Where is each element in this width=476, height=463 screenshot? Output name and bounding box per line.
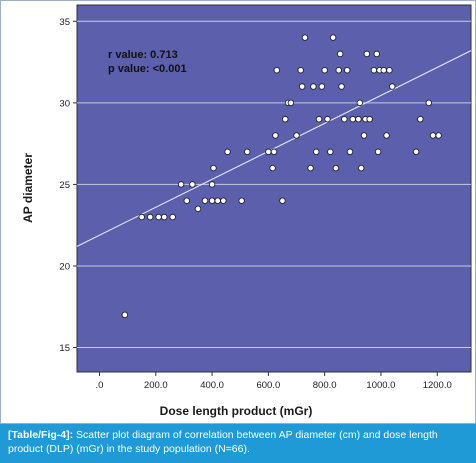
- data-point: [273, 66, 281, 74]
- data-point: [177, 181, 185, 188]
- data-point: [341, 115, 348, 123]
- data-point: [293, 132, 300, 139]
- data-point: [214, 197, 221, 204]
- data-point: [279, 197, 286, 204]
- data-point: [160, 213, 168, 221]
- data-point: [194, 205, 202, 213]
- data-point: [336, 50, 344, 58]
- data-point: [429, 132, 437, 139]
- data-point: [208, 181, 216, 188]
- x-tick-label: 400.0: [200, 380, 224, 391]
- x-tick-label: 600.0: [256, 380, 280, 391]
- gridlines: [77, 20, 471, 349]
- data-point: [374, 148, 382, 156]
- y-tick-label: 35: [59, 17, 70, 28]
- x-tick-label: .0: [96, 380, 104, 391]
- data-point: [220, 197, 227, 204]
- data-point: [356, 99, 364, 107]
- data-point: [425, 99, 433, 107]
- data-point: [386, 66, 393, 74]
- y-tick-label: 25: [59, 180, 70, 191]
- data-point: [380, 66, 388, 74]
- data-point: [327, 148, 334, 156]
- x-tick-label: 1200.0: [423, 380, 452, 391]
- y-axis-ticks: 15 20 25 30 35: [59, 17, 77, 354]
- data-point: [210, 164, 217, 172]
- data-point: [208, 197, 216, 204]
- data-point: [373, 50, 380, 58]
- regression-line: [76, 50, 472, 247]
- data-point: [183, 197, 191, 204]
- data-point: [383, 132, 390, 139]
- figure-caption: [Table/Fig-4]: Scatter plot diagram of c…: [0, 424, 476, 463]
- data-point: [318, 83, 326, 90]
- data-point: [321, 66, 328, 74]
- data-point: [138, 213, 145, 221]
- x-tick-label: 200.0: [144, 380, 168, 391]
- data-point: [272, 132, 279, 139]
- data-point: [155, 213, 162, 221]
- x-axis-ticks: .0 200.0 400.0 600.0 800.0 1000.0 1200.0: [96, 372, 452, 391]
- data-point: [349, 115, 357, 123]
- x-axis-label: Dose length product (mGr): [160, 404, 313, 418]
- fit-line-group: [76, 50, 472, 247]
- data-points: [121, 34, 442, 319]
- data-point: [366, 115, 373, 123]
- data-point: [338, 83, 345, 90]
- data-point: [282, 115, 289, 123]
- data-point: [329, 34, 337, 41]
- data-point: [301, 34, 309, 41]
- caption-label: [Table/Fig-4]:: [8, 429, 74, 441]
- x-tick-label: 1000.0: [366, 380, 395, 391]
- data-point: [335, 66, 342, 74]
- data-point: [360, 132, 368, 139]
- data-point: [169, 213, 176, 221]
- y-tick-label: 15: [59, 343, 70, 354]
- data-point: [270, 148, 278, 156]
- plot-area: [76, 4, 472, 373]
- y-axis-label: AP diameter: [21, 153, 35, 223]
- caption-text: Scatter plot diagram of correlation betw…: [8, 429, 438, 455]
- y-tick-label: 20: [59, 261, 70, 272]
- data-point: [312, 148, 320, 156]
- data-point: [357, 164, 365, 172]
- y-tick-label: 30: [59, 98, 70, 109]
- data-point: [201, 197, 209, 204]
- data-point: [332, 164, 340, 172]
- data-point: [224, 148, 231, 156]
- data-point: [238, 197, 245, 204]
- data-point: [244, 148, 251, 156]
- data-point: [269, 164, 276, 172]
- data-point: [298, 83, 306, 90]
- data-point: [146, 213, 154, 221]
- data-point: [287, 99, 295, 107]
- data-point: [346, 148, 354, 156]
- data-point: [265, 148, 272, 156]
- data-point: [355, 115, 362, 123]
- data-point: [412, 148, 420, 156]
- data-point: [417, 115, 424, 123]
- p-value-annotation: p value: <0.001: [108, 63, 187, 75]
- data-point: [310, 83, 317, 90]
- data-point: [343, 66, 351, 74]
- data-point: [315, 115, 323, 123]
- data-point: [297, 66, 304, 74]
- data-point: [370, 66, 378, 74]
- data-point: [189, 181, 196, 188]
- data-point: [435, 132, 442, 139]
- data-point: [121, 311, 129, 319]
- x-tick-label: 800.0: [313, 380, 337, 391]
- data-point: [363, 50, 371, 58]
- data-point: [324, 115, 331, 123]
- data-point: [307, 164, 314, 172]
- data-point: [388, 83, 396, 90]
- r-value-annotation: r value: 0.713: [108, 49, 178, 61]
